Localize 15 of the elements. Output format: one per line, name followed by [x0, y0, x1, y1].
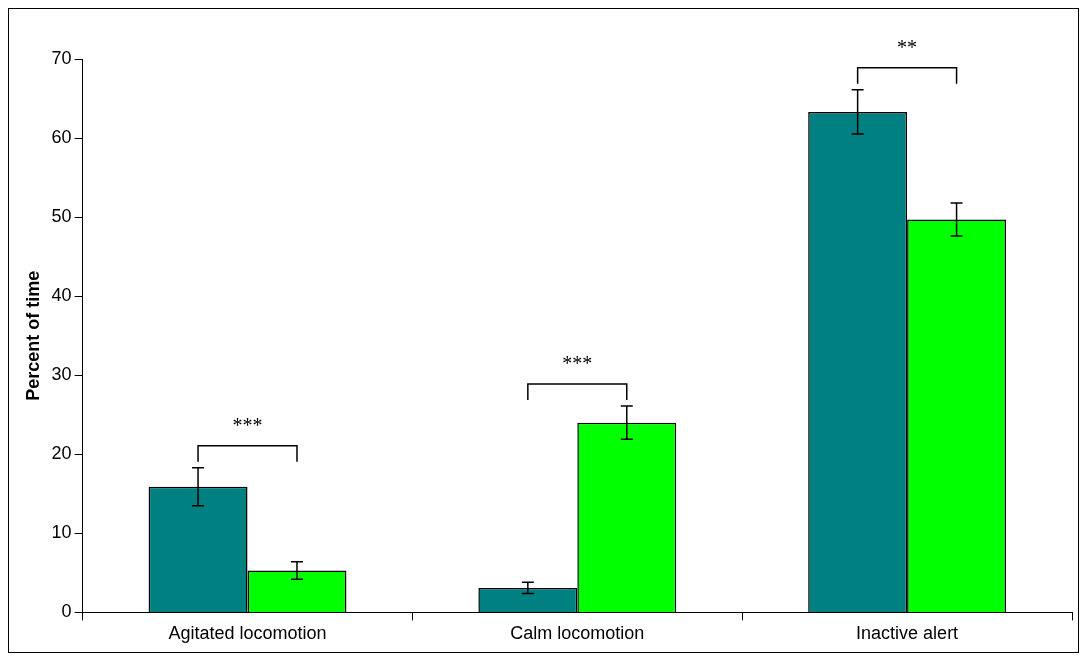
- x-tick-label: Calm locomotion: [510, 623, 645, 644]
- x-tick-label: Agitated locomotion: [168, 623, 327, 644]
- y-tick-label: 50: [51, 206, 72, 227]
- y-tick-label: 0: [61, 601, 72, 622]
- y-tick-label: 30: [51, 364, 72, 385]
- annotation: ***: [232, 413, 263, 436]
- y-tick-label: 70: [51, 47, 72, 68]
- x-tick-label: Inactive alert: [856, 623, 959, 644]
- y-tick-label: 10: [51, 522, 72, 543]
- y-tick-label: 40: [51, 285, 72, 306]
- text: **: [897, 35, 918, 58]
- annotation: ***: [562, 352, 593, 375]
- y-tick-label: 60: [51, 127, 72, 148]
- y-axis-title: Percent of time: [22, 270, 43, 401]
- y-tick-label: 20: [51, 443, 72, 464]
